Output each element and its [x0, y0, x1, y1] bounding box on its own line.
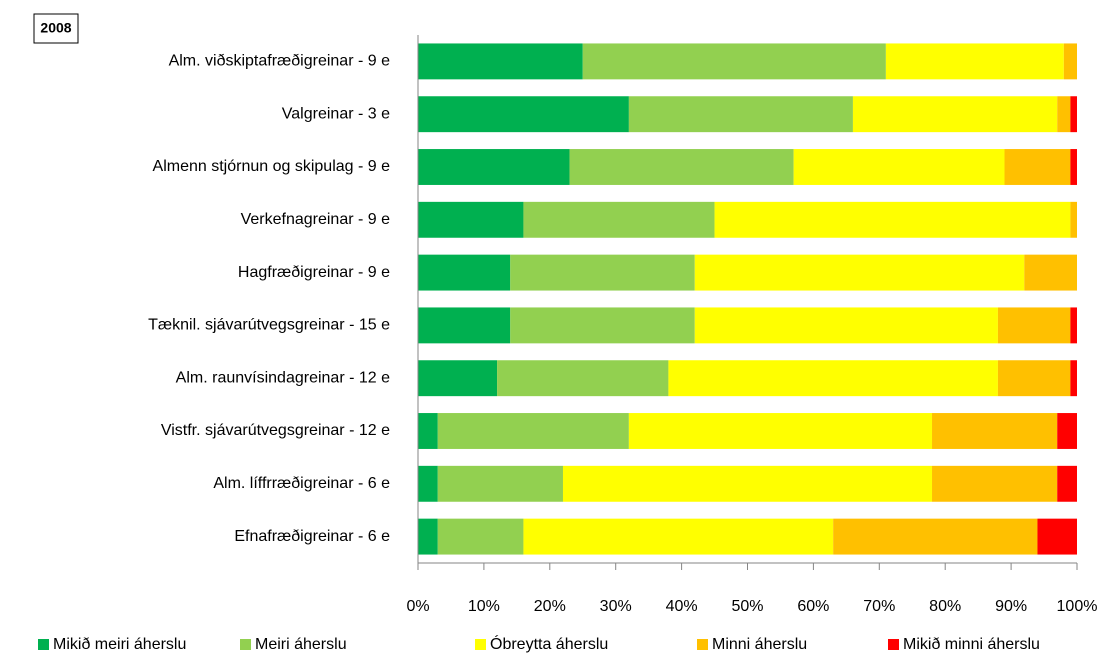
bar-segment	[997, 360, 1071, 397]
x-tick-label: 70%	[863, 598, 895, 615]
bar-segment	[1070, 360, 1077, 397]
bar-segment	[1063, 43, 1077, 80]
bar-segment	[437, 413, 629, 449]
x-tick-label: 90%	[995, 598, 1027, 615]
bar-segment	[418, 201, 524, 238]
bar-segment	[833, 518, 1038, 555]
bar-segment	[437, 518, 524, 555]
bar-segment	[437, 465, 563, 502]
bar-segment	[418, 96, 629, 133]
bar-segment	[497, 360, 669, 397]
y-tick-label: Vistfr. sjávarútvegsgreinar - 12 e	[161, 422, 390, 439]
bar-segment	[418, 149, 570, 185]
bar-segment	[418, 360, 498, 397]
y-tick-label: Tæknil. sjávarútvegsgreinar - 15 e	[148, 317, 390, 334]
x-tick-label: 50%	[731, 598, 763, 615]
x-tick-label: 80%	[929, 598, 961, 615]
bar-segment	[418, 518, 438, 555]
bar-segment	[932, 465, 1058, 502]
x-tick-label: 10%	[468, 598, 500, 615]
bar-segment	[1057, 413, 1077, 449]
x-tick-label: 40%	[666, 598, 698, 615]
y-tick-label: Alm. raunvísindagreinar - 12 e	[176, 369, 390, 386]
y-tick-label: Hagfræðigreinar - 9 e	[238, 264, 390, 281]
bar-segment	[694, 307, 998, 344]
legend-label: Meiri áherslu	[255, 636, 347, 653]
bar-segment	[1070, 149, 1077, 185]
y-tick-label: Alm. viðskiptafræðigreinar - 9 e	[169, 53, 391, 70]
bar-segment	[582, 43, 886, 80]
bar-segment	[523, 518, 834, 555]
y-tick-label: Valgreinar - 3 e	[282, 105, 390, 122]
bar-segment	[562, 465, 933, 502]
bar-segment	[569, 149, 794, 185]
bar-segment	[668, 360, 998, 397]
bar-segment	[793, 149, 1005, 185]
bar-segment	[694, 254, 1025, 291]
bar-segment	[885, 43, 1064, 80]
bar-segment	[418, 465, 438, 502]
bar-segment	[523, 201, 715, 238]
annotation: 2008	[40, 20, 71, 36]
legend-label: Mikið minni áherslu	[903, 636, 1040, 653]
bar-segment	[628, 413, 933, 449]
bar-segment	[997, 307, 1071, 344]
x-tick-label: 20%	[534, 598, 566, 615]
x-tick-label: 100%	[1057, 598, 1098, 615]
legend-swatch	[38, 639, 49, 650]
annotation-box	[33, 13, 79, 44]
y-tick-label: Alm. líffrræðigreinar - 6 e	[213, 475, 390, 492]
legend-label: Minni áherslu	[712, 636, 807, 653]
bar-segment	[418, 307, 511, 344]
bar-segment	[1070, 96, 1077, 133]
legend-label: Mikið meiri áherslu	[53, 636, 186, 653]
legend-swatch	[240, 639, 251, 650]
bar-segment	[714, 201, 1071, 238]
bar-segment	[418, 254, 511, 291]
bar-segment	[852, 96, 1058, 133]
bar-segment	[932, 413, 1058, 449]
bar-segment	[1057, 96, 1071, 133]
bar-segment	[1037, 518, 1077, 555]
bar-segment	[1057, 465, 1077, 502]
legend-label: Óbreytta áherslu	[490, 634, 608, 653]
bar-segment	[510, 254, 695, 291]
bar-segment	[418, 413, 438, 449]
bar-segment	[1070, 201, 1077, 238]
y-tick-label: Verkefnagreinar - 9 e	[241, 211, 391, 228]
bar-segment	[1070, 307, 1077, 344]
x-tick-label: 30%	[600, 598, 632, 615]
y-tick-label: Efnafræðigreinar - 6 e	[234, 528, 390, 545]
bar-segment	[1024, 254, 1077, 291]
bar-segment	[418, 43, 583, 80]
bar-segment	[628, 96, 853, 133]
x-tick-label: 0%	[406, 598, 429, 615]
bar-segment	[510, 307, 695, 344]
legend-swatch	[475, 639, 486, 650]
y-tick-label: Almenn stjórnun og skipulag - 9 e	[153, 158, 391, 175]
legend-swatch	[888, 639, 899, 650]
legend-swatch	[697, 639, 708, 650]
bar-segment	[1004, 149, 1071, 185]
x-tick-label: 60%	[797, 598, 829, 615]
